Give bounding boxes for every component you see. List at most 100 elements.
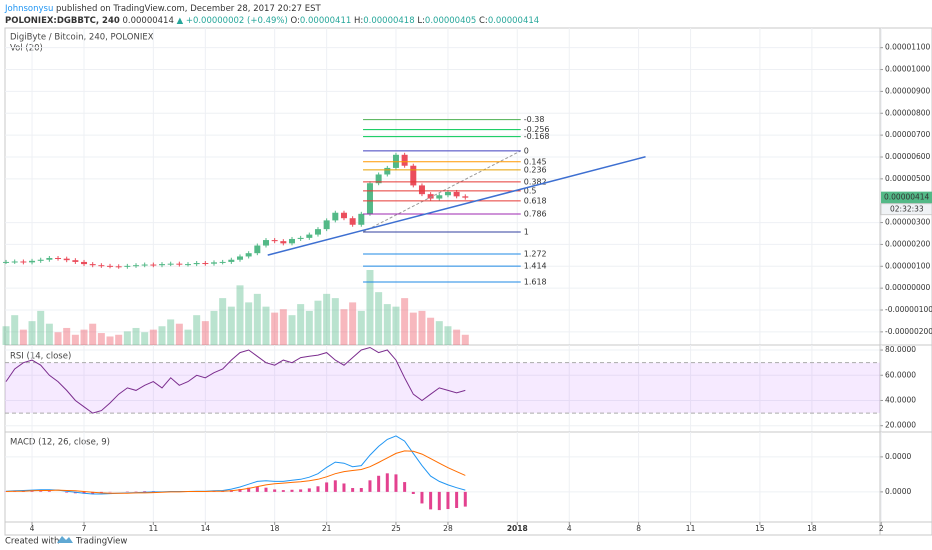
- change: ▲ +0.00000002 (+0.49%): [177, 16, 288, 26]
- candle: [72, 260, 79, 262]
- y-tick-label: -0.00000100: [885, 305, 932, 314]
- volume-bar: [461, 334, 469, 345]
- x-tick-label: 11: [149, 524, 159, 533]
- candle: [366, 183, 373, 214]
- histogram-bar: [273, 489, 277, 492]
- candle: [193, 263, 200, 265]
- candle: [401, 154, 408, 166]
- fib-label: 0: [524, 146, 529, 155]
- x-tick-label: 14: [201, 524, 211, 533]
- low: 0.00000405: [425, 16, 476, 26]
- trendline: [267, 156, 646, 256]
- volume-bar: [383, 304, 391, 345]
- histogram-bar: [255, 486, 259, 492]
- candle: [89, 264, 96, 266]
- volume-bar: [158, 326, 166, 345]
- frame: [4, 27, 932, 536]
- candle: [37, 259, 44, 261]
- footer-brand[interactable]: TradingView: [75, 537, 127, 547]
- x-tick-label: 25: [391, 524, 401, 533]
- volume-bar: [106, 336, 114, 345]
- volume-bar: [11, 315, 19, 345]
- x-tick-label: 4: [30, 524, 35, 533]
- y-tick-label: 0.00000800: [885, 108, 931, 117]
- candle: [245, 253, 252, 257]
- volume-bar: [297, 304, 305, 345]
- volume-bar: [331, 298, 339, 345]
- fib-label: 1.414: [524, 262, 547, 271]
- macd-line: [5, 435, 466, 495]
- fib-base: [362, 150, 521, 233]
- histogram-bar: [377, 475, 381, 492]
- candle: [323, 220, 330, 230]
- fib-label: 0.236: [524, 165, 547, 174]
- candle: [427, 194, 434, 199]
- volume-bar: [236, 285, 244, 345]
- volume-bar: [392, 306, 400, 345]
- fib-label: -0.168: [524, 132, 550, 141]
- histogram-bar: [342, 483, 346, 492]
- histogram-bar: [307, 488, 311, 492]
- y-tick-label: 0.00000900: [885, 86, 931, 95]
- volume-bar: [193, 315, 201, 345]
- candle: [107, 265, 114, 267]
- histogram-bar: [446, 491, 450, 510]
- close: 0.00000414: [488, 16, 539, 26]
- volume-bar: [45, 323, 53, 345]
- histogram-bar: [91, 491, 95, 494]
- volume-bar: [123, 331, 131, 345]
- x-tick-label: 4: [567, 524, 572, 533]
- candle: [288, 238, 295, 244]
- y-tick-label: 20.0000: [885, 421, 916, 430]
- candle: [410, 165, 417, 186]
- histogram-bar: [403, 482, 407, 492]
- histogram-bar: [299, 489, 303, 492]
- y-tick-label: 0.0000: [885, 487, 911, 496]
- volume-bar: [37, 310, 45, 345]
- fib-label: 1.618: [524, 278, 547, 287]
- volume-bar: [288, 315, 296, 345]
- candle: [20, 261, 27, 263]
- volume-bar: [271, 312, 279, 345]
- symbol: POLONIEX:DGBBTC, 240: [5, 16, 120, 26]
- y-tick-label: 0.00000100: [885, 261, 931, 270]
- candle: [306, 234, 313, 238]
- volume-bar: [349, 302, 357, 345]
- candle: [332, 212, 339, 221]
- histogram-bar: [455, 491, 459, 508]
- candle: [297, 237, 304, 239]
- volume-bar: [323, 293, 331, 345]
- candle: [436, 195, 443, 199]
- y-tick-label: 0.0000: [885, 452, 911, 461]
- author[interactable]: Johnsonysu: [4, 4, 53, 14]
- y-tick-label: 0.00001000: [885, 65, 931, 74]
- volume-bar: [418, 310, 426, 345]
- candle: [349, 218, 356, 225]
- candle: [98, 265, 105, 267]
- x-tick-label: 11: [686, 524, 696, 533]
- volume-bar: [28, 321, 36, 345]
- volume-bar: [71, 334, 79, 345]
- y-tick-label: 0.00000700: [885, 130, 931, 139]
- volume-bar: [63, 327, 71, 345]
- fib-label: 0.382: [524, 177, 547, 186]
- volume-bar: [253, 293, 261, 345]
- candle: [159, 264, 166, 266]
- candle: [167, 263, 174, 265]
- candle: [202, 263, 209, 265]
- x-tick-label: 28: [443, 524, 453, 533]
- volume-bar: [89, 323, 97, 345]
- x-tick-label: 2018: [507, 524, 528, 533]
- candle: [141, 264, 148, 266]
- volume-bar: [54, 332, 62, 345]
- y-tick-label: 0.00001100: [885, 43, 931, 52]
- candle: [280, 241, 287, 244]
- candle: [358, 213, 365, 225]
- candle: [236, 256, 243, 260]
- candle: [262, 240, 269, 246]
- footer-created: Created with: [5, 537, 59, 547]
- histogram-bar: [82, 491, 86, 494]
- histogram-bar: [333, 480, 337, 492]
- histogram-bar: [429, 491, 433, 510]
- y-tick-label: 0.00000000: [885, 283, 931, 292]
